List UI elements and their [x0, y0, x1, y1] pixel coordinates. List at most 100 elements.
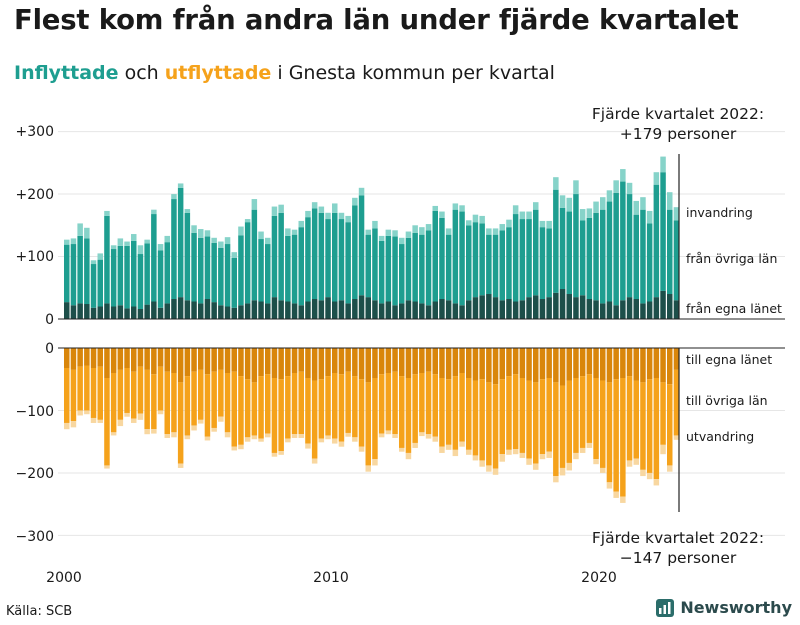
- bar-out-egna-lanet: [553, 348, 559, 383]
- bar-out-utvandring: [151, 429, 157, 434]
- bar-out-ovriga-lan: [365, 382, 371, 466]
- bar-in-egna-lanet: [667, 294, 673, 319]
- bar-in-ovriga-lan: [271, 215, 278, 298]
- bar-in-egna-lanet: [499, 300, 505, 319]
- bar-out-egna-lanet: [77, 348, 83, 367]
- bar-out-utvandring: [70, 421, 77, 428]
- subtitle-inflow-word: Inflyttade: [14, 62, 119, 84]
- bar-in-invandring: [265, 237, 271, 245]
- bar-in-ovriga-lan: [251, 209, 258, 301]
- bar-in-invandring: [77, 223, 83, 236]
- bar-in-invandring: [164, 235, 170, 243]
- bar-out-egna-lanet: [164, 348, 170, 372]
- bar-out-egna-lanet: [97, 348, 103, 367]
- bar-in-egna-lanet: [171, 299, 177, 319]
- bar-out-ovriga-lan: [600, 380, 606, 468]
- bar-in-ovriga-lan: [667, 209, 673, 295]
- bar-in-egna-lanet: [479, 295, 485, 319]
- bar-in-egna-lanet: [519, 300, 526, 319]
- bar-in-invandring: [559, 195, 566, 208]
- bar-out-utvandring: [378, 433, 385, 438]
- bar-in-egna-lanet: [459, 305, 465, 319]
- bar-out-egna-lanet: [231, 348, 237, 372]
- bar-out-utvandring: [452, 449, 459, 457]
- bar-in-egna-lanet: [445, 300, 452, 319]
- series-label-utvandring: utvandring: [686, 429, 754, 444]
- bar-out-egna-lanet: [640, 348, 646, 383]
- bar-in-ovriga-lan: [459, 211, 465, 306]
- bar-out-utvandring: [559, 467, 566, 476]
- series-label-invandring: invandring: [686, 205, 753, 220]
- bar-out-ovriga-lan: [432, 374, 438, 437]
- bar-in-invandring: [499, 224, 505, 231]
- bar-in-egna-lanet: [332, 301, 338, 319]
- bar-out-utvandring: [211, 427, 217, 432]
- bar-in-egna-lanet: [64, 302, 70, 319]
- bar-out-ovriga-lan: [519, 377, 526, 453]
- bar-in-invandring: [271, 206, 278, 216]
- bar-out-egna-lanet: [177, 348, 184, 383]
- bar-in-invandring: [399, 237, 405, 245]
- bar-in-ovriga-lan: [519, 219, 526, 301]
- bar-out-egna-lanet: [70, 348, 77, 370]
- bar-in-egna-lanet: [392, 305, 398, 319]
- bar-in-egna-lanet: [626, 297, 633, 319]
- bar-in-ovriga-lan: [285, 235, 291, 302]
- bar-out-egna-lanet: [157, 348, 164, 367]
- bar-out-egna-lanet: [432, 348, 438, 375]
- bar-in-invandring: [184, 209, 191, 213]
- bar-out-ovriga-lan: [640, 382, 646, 470]
- bar-out-utvandring: [425, 434, 432, 439]
- bar-in-egna-lanet: [553, 292, 559, 319]
- bar-in-invandring: [70, 238, 77, 245]
- bar-out-egna-lanet: [305, 348, 311, 378]
- bar-in-invandring: [519, 211, 526, 220]
- bar-in-ovriga-lan: [432, 210, 438, 302]
- bar-out-utvandring: [392, 434, 398, 438]
- bar-out-ovriga-lan: [579, 376, 586, 448]
- bar-out-utvandring: [298, 434, 304, 438]
- bar-in-ovriga-lan: [311, 208, 318, 300]
- bar-in-ovriga-lan: [372, 228, 378, 301]
- bar-out-ovriga-lan: [399, 376, 405, 448]
- bar-out-ovriga-lan: [445, 379, 452, 445]
- bar-in-ovriga-lan: [419, 234, 425, 304]
- bar-in-invandring: [633, 200, 639, 215]
- bar-out-utvandring: [124, 412, 130, 417]
- bar-in-egna-lanet: [191, 301, 197, 319]
- bar-in-invandring: [110, 245, 117, 250]
- annotation-top-line1: Fjärde kvartalet 2022:: [592, 105, 764, 123]
- bar-in-egna-lanet: [372, 300, 378, 319]
- bar-in-ovriga-lan: [660, 172, 666, 291]
- bar-out-utvandring: [539, 454, 546, 460]
- bar-in-invandring: [439, 211, 445, 218]
- bar-out-ovriga-lan: [84, 365, 90, 411]
- bar-in-invandring: [244, 219, 251, 223]
- bar-out-utvandring: [419, 432, 425, 437]
- bar-in-egna-lanet: [546, 297, 552, 319]
- y-tick-label: 0: [45, 341, 54, 357]
- bar-out-ovriga-lan: [385, 372, 392, 431]
- bar-in-egna-lanet: [345, 303, 351, 319]
- bar-in-egna-lanet: [399, 303, 405, 319]
- bar-out-utvandring: [405, 452, 412, 460]
- bar-out-ovriga-lan: [586, 374, 593, 443]
- x-tick-label: 2020: [581, 570, 617, 586]
- bar-out-ovriga-lan: [77, 366, 83, 411]
- brand[interactable]: Newsworthy: [656, 598, 792, 617]
- bar-in-ovriga-lan: [305, 217, 311, 302]
- bar-out-egna-lanet: [84, 348, 90, 366]
- bar-in-invandring: [251, 199, 258, 210]
- bar-out-egna-lanet: [673, 348, 680, 370]
- bar-out-ovriga-lan: [244, 379, 251, 438]
- bar-in-ovriga-lan: [626, 194, 633, 298]
- bar-in-ovriga-lan: [425, 230, 432, 306]
- bar-out-egna-lanet: [392, 348, 398, 372]
- bar-in-ovriga-lan: [325, 219, 331, 298]
- bar-out-egna-lanet: [626, 348, 633, 377]
- bar-out-ovriga-lan: [459, 372, 465, 442]
- bar-out-ovriga-lan: [164, 371, 170, 435]
- bar-out-ovriga-lan: [633, 380, 639, 459]
- bar-in-invandring: [231, 252, 237, 258]
- bar-in-ovriga-lan: [445, 234, 452, 301]
